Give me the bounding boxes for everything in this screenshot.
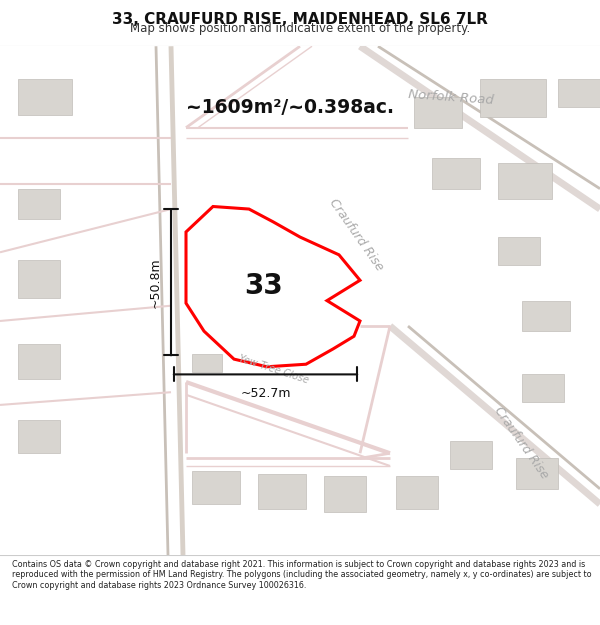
Polygon shape — [18, 260, 60, 298]
Polygon shape — [432, 158, 480, 189]
Polygon shape — [18, 344, 60, 379]
Polygon shape — [414, 97, 462, 128]
Text: 33, CRAUFURD RISE, MAIDENHEAD, SL6 7LR: 33, CRAUFURD RISE, MAIDENHEAD, SL6 7LR — [112, 11, 488, 26]
Polygon shape — [522, 301, 570, 331]
Text: 33: 33 — [244, 272, 283, 299]
Polygon shape — [18, 79, 72, 115]
Text: ~1609m²/~0.398ac.: ~1609m²/~0.398ac. — [186, 98, 394, 117]
Polygon shape — [450, 441, 492, 469]
Polygon shape — [498, 163, 552, 199]
Text: Contains OS data © Crown copyright and database right 2021. This information is : Contains OS data © Crown copyright and d… — [12, 560, 592, 590]
Polygon shape — [18, 420, 60, 453]
Polygon shape — [258, 474, 306, 509]
Text: Craufurd Rise: Craufurd Rise — [327, 196, 386, 273]
Text: Norfolk Road: Norfolk Road — [408, 88, 494, 107]
Polygon shape — [522, 374, 564, 402]
Polygon shape — [186, 206, 360, 367]
Polygon shape — [480, 79, 546, 118]
Text: ~50.8m: ~50.8m — [149, 257, 162, 308]
Polygon shape — [516, 458, 558, 489]
Text: ~52.7m: ~52.7m — [240, 387, 291, 400]
Polygon shape — [192, 471, 240, 504]
Polygon shape — [18, 189, 60, 219]
Text: Yew Tree Close: Yew Tree Close — [237, 353, 310, 386]
Polygon shape — [213, 260, 252, 291]
Text: Craufurd Rise: Craufurd Rise — [492, 404, 551, 482]
Polygon shape — [324, 476, 366, 512]
Polygon shape — [234, 301, 276, 336]
Polygon shape — [558, 79, 600, 107]
Polygon shape — [192, 354, 222, 372]
Polygon shape — [498, 237, 540, 265]
Polygon shape — [396, 476, 438, 509]
Text: Map shows position and indicative extent of the property.: Map shows position and indicative extent… — [130, 22, 470, 34]
